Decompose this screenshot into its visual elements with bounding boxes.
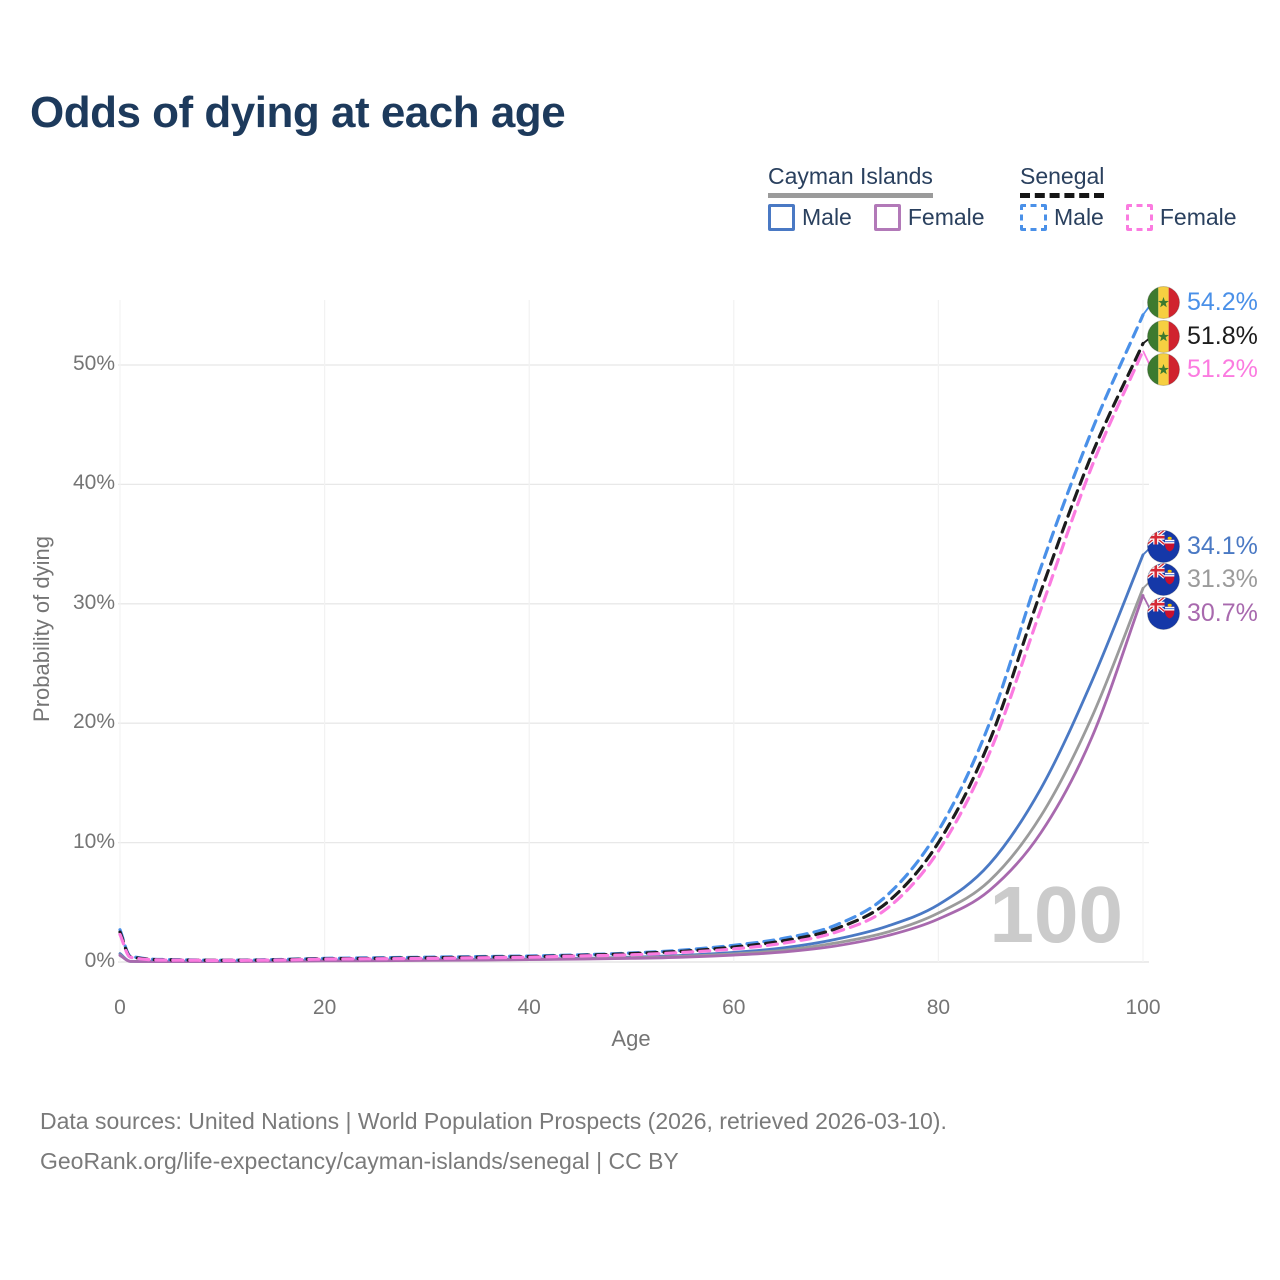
x-tick-20: 20 <box>312 996 337 1019</box>
legend-group-senegal-heading: Senegal <box>1020 163 1105 198</box>
senegal-flag-icon <box>1147 353 1180 387</box>
end-label-cayman-islands: 31.3% <box>1147 563 1258 597</box>
end-label-value: 31.3% <box>1187 565 1258 594</box>
y-tick-0%: 0% <box>84 949 115 972</box>
legend-label-senegal-female: Female <box>1159 204 1237 230</box>
end-label-value: 51.2% <box>1187 355 1258 384</box>
x-axis-title: Age <box>611 1026 651 1051</box>
gridlines <box>118 300 1149 963</box>
end-label-cayman-islands-male: 34.1% <box>1147 529 1258 563</box>
legend-item-cayman-female[interactable]: Female <box>873 204 985 231</box>
end-label-senegal-female: 51.2% <box>1147 353 1258 387</box>
end-label-value: 51.8% <box>1187 321 1258 350</box>
legend-group-cayman-heading: Cayman Islands <box>768 163 933 198</box>
cayman-islands-flag-icon <box>1147 596 1180 630</box>
y-tick-10%: 10% <box>72 829 115 853</box>
legend-item-senegal-female[interactable]: Female <box>1125 204 1237 231</box>
y-tick-20%: 20% <box>72 710 115 734</box>
y-tick-50%: 50% <box>72 352 115 375</box>
end-label-value: 30.7% <box>1187 598 1258 627</box>
y-tick-30%: 30% <box>72 590 115 614</box>
chart-title: Odds of dying at each age <box>30 88 566 137</box>
cayman-islands-flag-icon <box>1147 529 1180 563</box>
mortality-curves <box>118 313 1145 963</box>
line-senegal[interactable] <box>118 341 1145 962</box>
legend-label-cayman-male: Male <box>802 204 852 230</box>
x-tick-80: 80 <box>926 996 951 1019</box>
x-tick-0: 0 <box>114 996 126 1019</box>
cayman-islands-flag-icon <box>1147 563 1180 597</box>
x-tick-60: 60 <box>722 996 746 1019</box>
end-label-cayman-islands-female: 30.7% <box>1147 596 1258 630</box>
senegal-female-swatch-icon <box>1125 204 1153 231</box>
x-tick-100: 100 <box>1125 996 1161 1019</box>
x-tick-40: 40 <box>517 996 541 1019</box>
legend-item-senegal-male[interactable]: Male <box>1020 204 1104 231</box>
age-watermark: 100 <box>990 870 1123 959</box>
legend-label-senegal-male: Male <box>1054 204 1104 230</box>
end-label-value: 34.1% <box>1187 531 1258 560</box>
footer-link: GeoRank.org/life-expectancy/cayman-islan… <box>40 1148 679 1174</box>
legend-row-cayman: Male Female <box>768 204 985 231</box>
end-label-value: 54.2% <box>1187 288 1258 317</box>
legend-label-cayman-female: Female <box>907 204 985 230</box>
line-senegal-female[interactable] <box>118 349 1145 963</box>
legend-row-senegal: Male Female <box>1020 204 1237 231</box>
cayman-female-swatch-icon <box>873 204 901 231</box>
end-label-senegal: 51.8% <box>1147 319 1258 353</box>
legend-item-cayman-male[interactable]: Male <box>768 204 852 231</box>
end-label-senegal-male: 54.2% <box>1147 286 1258 320</box>
senegal-flag-icon <box>1147 286 1180 320</box>
cayman-male-swatch-icon <box>768 204 795 231</box>
senegal-male-swatch-icon <box>1020 204 1047 231</box>
senegal-flag-icon <box>1147 319 1180 353</box>
footer-datasource: Data sources: United Nations | World Pop… <box>40 1108 947 1134</box>
y-tick-40%: 40% <box>72 471 115 495</box>
